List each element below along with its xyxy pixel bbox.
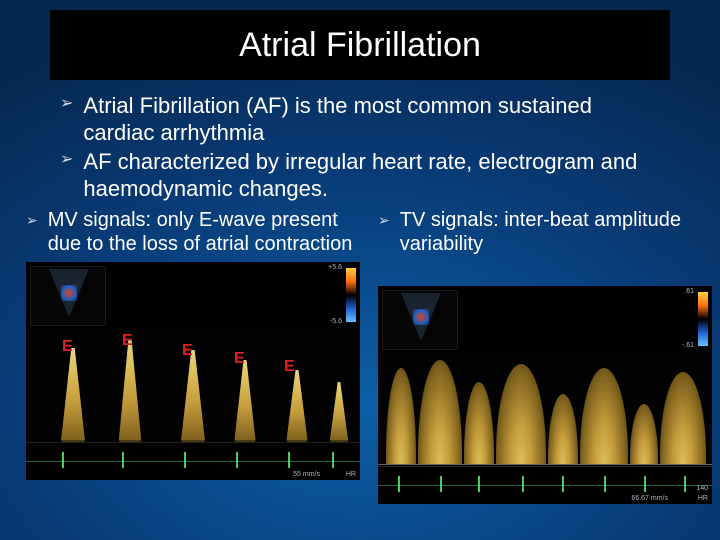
bullet-text: TV signals: inter-beat amplitude variabi… bbox=[400, 208, 712, 256]
doppler-envelope bbox=[386, 368, 416, 464]
scale-top: .61 bbox=[684, 288, 694, 295]
ecg-qrs bbox=[62, 452, 64, 468]
doppler-peak bbox=[282, 370, 312, 440]
doppler-spectrum bbox=[26, 330, 360, 440]
slide-title: Atrial Fibrillation bbox=[239, 26, 481, 65]
e-wave-label: E bbox=[234, 350, 245, 368]
hr-label: HR bbox=[698, 495, 708, 502]
velocity-colorbar bbox=[698, 292, 708, 346]
echo-thumbnail bbox=[382, 290, 458, 350]
doppler-peak bbox=[230, 360, 260, 440]
doppler-peak bbox=[114, 340, 146, 440]
doppler-envelope bbox=[464, 382, 494, 464]
right-column: ➢ TV signals: inter-beat amplitude varia… bbox=[378, 208, 712, 504]
ecg-qrs bbox=[562, 476, 564, 492]
ecg-qrs bbox=[332, 452, 334, 468]
left-column: ➢ MV signals: only E-wave present due to… bbox=[26, 208, 360, 504]
bullet-row: ➢ MV signals: only E-wave present due to… bbox=[26, 208, 360, 256]
title-band: Atrial Fibrillation bbox=[50, 10, 670, 80]
doppler-envelope bbox=[660, 372, 706, 464]
sweep-label: 66.67 mm/s bbox=[631, 495, 668, 502]
color-doppler-roi bbox=[413, 309, 429, 325]
echo-thumbnail bbox=[30, 266, 106, 326]
doppler-peak bbox=[326, 382, 352, 440]
baseline bbox=[378, 464, 712, 465]
ecg-qrs bbox=[236, 452, 238, 468]
doppler-peak bbox=[176, 350, 210, 440]
bullet-text: MV signals: only E-wave present due to t… bbox=[48, 208, 360, 256]
ecg-qrs bbox=[122, 452, 124, 468]
ecg-qrs bbox=[288, 452, 290, 468]
bullet-glyph-icon: ➢ bbox=[60, 148, 73, 172]
ecg-qrs bbox=[644, 476, 646, 492]
scale-top: +5.6 bbox=[328, 264, 342, 271]
ecg-baseline bbox=[26, 461, 360, 462]
ecg-qrs bbox=[184, 452, 186, 468]
doppler-peak bbox=[56, 348, 90, 440]
doppler-envelope bbox=[548, 394, 578, 464]
e-wave-label: E bbox=[284, 358, 295, 376]
bullet-glyph-icon: ➢ bbox=[26, 208, 38, 232]
e-wave-label: E bbox=[122, 332, 133, 350]
bullet-row: ➢ Atrial Fibrillation (AF) is the most c… bbox=[60, 92, 660, 146]
ecg-qrs bbox=[604, 476, 606, 492]
bullet-text: Atrial Fibrillation (AF) is the most com… bbox=[83, 92, 660, 146]
ecg-qrs bbox=[684, 476, 686, 492]
doppler-envelope bbox=[496, 364, 546, 464]
bullet-glyph-icon: ➢ bbox=[60, 92, 73, 116]
velocity-colorbar bbox=[346, 268, 356, 322]
e-wave-label: E bbox=[182, 342, 193, 360]
e-wave-label: E bbox=[62, 338, 73, 356]
bullet-text: AF characterized by irregular heart rate… bbox=[83, 148, 660, 202]
top-bullets: ➢ Atrial Fibrillation (AF) is the most c… bbox=[60, 92, 660, 202]
scale-bot: -.61 bbox=[682, 342, 694, 349]
mv-doppler-image: +5.6 -5.6 HR 55 mm/s E E E E E bbox=[26, 262, 360, 480]
ecg-baseline bbox=[378, 485, 712, 486]
tv-doppler-image: .61 -.61 140 HR 66.67 mm/s bbox=[378, 286, 712, 504]
bullet-row: ➢ TV signals: inter-beat amplitude varia… bbox=[378, 208, 712, 256]
hr-label: HR bbox=[346, 471, 356, 478]
doppler-envelope bbox=[580, 368, 628, 464]
bullet-glyph-icon: ➢ bbox=[378, 208, 390, 232]
doppler-envelope bbox=[630, 404, 658, 464]
bullet-row: ➢ AF characterized by irregular heart ra… bbox=[60, 148, 660, 202]
sweep-label: 55 mm/s bbox=[293, 471, 320, 478]
doppler-envelope bbox=[418, 360, 462, 464]
ecg-qrs bbox=[522, 476, 524, 492]
hr-value: 140 bbox=[696, 485, 708, 492]
two-column-area: ➢ MV signals: only E-wave present due to… bbox=[26, 208, 694, 504]
scale-bot: -5.6 bbox=[330, 318, 342, 325]
ecg-qrs bbox=[398, 476, 400, 492]
doppler-spectrum bbox=[378, 354, 712, 464]
ecg-qrs bbox=[440, 476, 442, 492]
color-doppler-roi bbox=[61, 285, 77, 301]
ecg-qrs bbox=[478, 476, 480, 492]
